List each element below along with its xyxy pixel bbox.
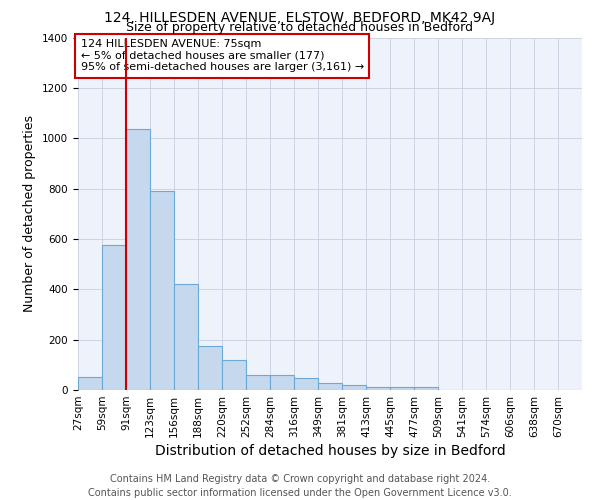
Bar xyxy=(246,375,270,390)
Bar xyxy=(294,378,318,390)
Bar xyxy=(222,360,246,390)
Bar xyxy=(366,386,390,390)
Bar xyxy=(78,378,102,390)
Bar xyxy=(126,130,150,390)
Bar xyxy=(174,284,198,390)
Bar xyxy=(318,383,342,390)
Y-axis label: Number of detached properties: Number of detached properties xyxy=(23,116,37,312)
Text: 124 HILLESDEN AVENUE: 75sqm
← 5% of detached houses are smaller (177)
95% of sem: 124 HILLESDEN AVENUE: 75sqm ← 5% of deta… xyxy=(80,40,364,72)
Bar xyxy=(270,375,294,390)
Text: 124, HILLESDEN AVENUE, ELSTOW, BEDFORD, MK42 9AJ: 124, HILLESDEN AVENUE, ELSTOW, BEDFORD, … xyxy=(104,11,496,25)
Bar xyxy=(414,388,438,390)
Bar xyxy=(150,191,174,390)
Text: Size of property relative to detached houses in Bedford: Size of property relative to detached ho… xyxy=(127,21,473,34)
Bar xyxy=(198,346,222,390)
Bar xyxy=(102,245,126,390)
X-axis label: Distribution of detached houses by size in Bedford: Distribution of detached houses by size … xyxy=(155,444,505,458)
Bar xyxy=(390,388,414,390)
Bar xyxy=(342,385,366,390)
Text: Contains HM Land Registry data © Crown copyright and database right 2024.
Contai: Contains HM Land Registry data © Crown c… xyxy=(88,474,512,498)
